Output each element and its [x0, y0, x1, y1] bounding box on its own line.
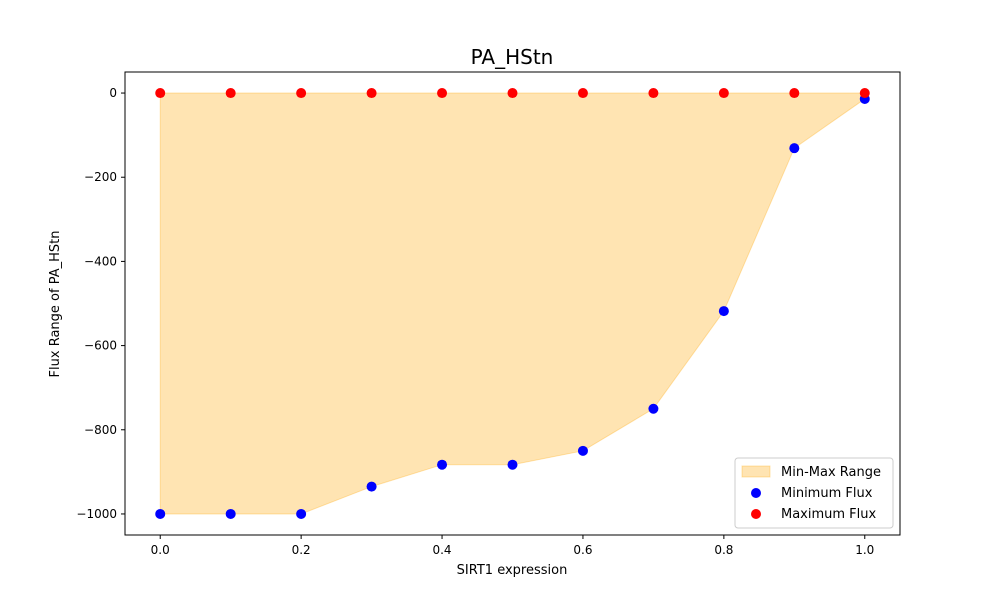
- x-tick-label: 0.4: [432, 543, 451, 557]
- y-tick-label: −600: [84, 339, 117, 353]
- y-tick-label: −800: [84, 423, 117, 437]
- point-max-flux: [296, 88, 307, 99]
- x-tick-label: 0.2: [292, 543, 311, 557]
- point-max-flux: [718, 88, 729, 99]
- chart-title: PA_HStn: [471, 45, 554, 69]
- point-min-flux: [225, 508, 236, 519]
- point-max-flux: [366, 88, 377, 99]
- legend-label-range: Min-Max Range: [781, 465, 881, 480]
- y-tick-label: 0: [109, 86, 117, 100]
- point-max-flux: [507, 88, 518, 99]
- point-max-flux: [859, 88, 870, 99]
- point-min-flux: [507, 459, 518, 470]
- legend-box: [734, 457, 894, 529]
- legend-marker-max: [751, 509, 761, 519]
- x-tick-label: 0.0: [151, 543, 170, 557]
- x-tick-label: 1.0: [855, 543, 874, 557]
- y-axis-label: Flux Range of PA_HStn: [48, 231, 63, 378]
- legend-marker-min: [751, 488, 761, 498]
- legend: Min-Max Range Minimum Flux Maximum Flux: [734, 457, 894, 529]
- point-max-flux: [577, 88, 588, 99]
- y-tick-label: −400: [84, 254, 117, 268]
- point-min-flux: [648, 403, 659, 414]
- point-min-flux: [718, 306, 729, 317]
- legend-swatch-range: [741, 465, 771, 478]
- y-tick-label: −1000: [76, 507, 117, 521]
- point-min-flux: [155, 508, 166, 519]
- point-max-flux: [648, 88, 659, 99]
- x-tick-label: 0.8: [714, 543, 733, 557]
- point-max-flux: [155, 88, 166, 99]
- x-axis: 0.0 0.2 0.4 0.6 0.8 1.0: [151, 535, 874, 557]
- point-max-flux: [437, 88, 448, 99]
- point-max-flux: [789, 88, 800, 99]
- point-min-flux: [789, 143, 800, 154]
- x-axis-label: SIRT1 expression: [457, 563, 568, 578]
- plot-frame: [124, 71, 901, 536]
- point-max-flux: [225, 88, 236, 99]
- point-min-flux: [577, 445, 588, 456]
- y-axis: 0 −200 −400 −600 −800 −1000: [76, 86, 125, 521]
- legend-label-min: Minimum Flux: [781, 486, 873, 501]
- y-tick-label: −200: [84, 170, 117, 184]
- x-tick-label: 0.6: [573, 543, 592, 557]
- point-min-flux: [437, 459, 448, 470]
- points-layer: [155, 88, 870, 519]
- legend-label-max: Maximum Flux: [781, 507, 877, 522]
- point-min-flux: [366, 481, 377, 492]
- point-min-flux: [296, 508, 307, 519]
